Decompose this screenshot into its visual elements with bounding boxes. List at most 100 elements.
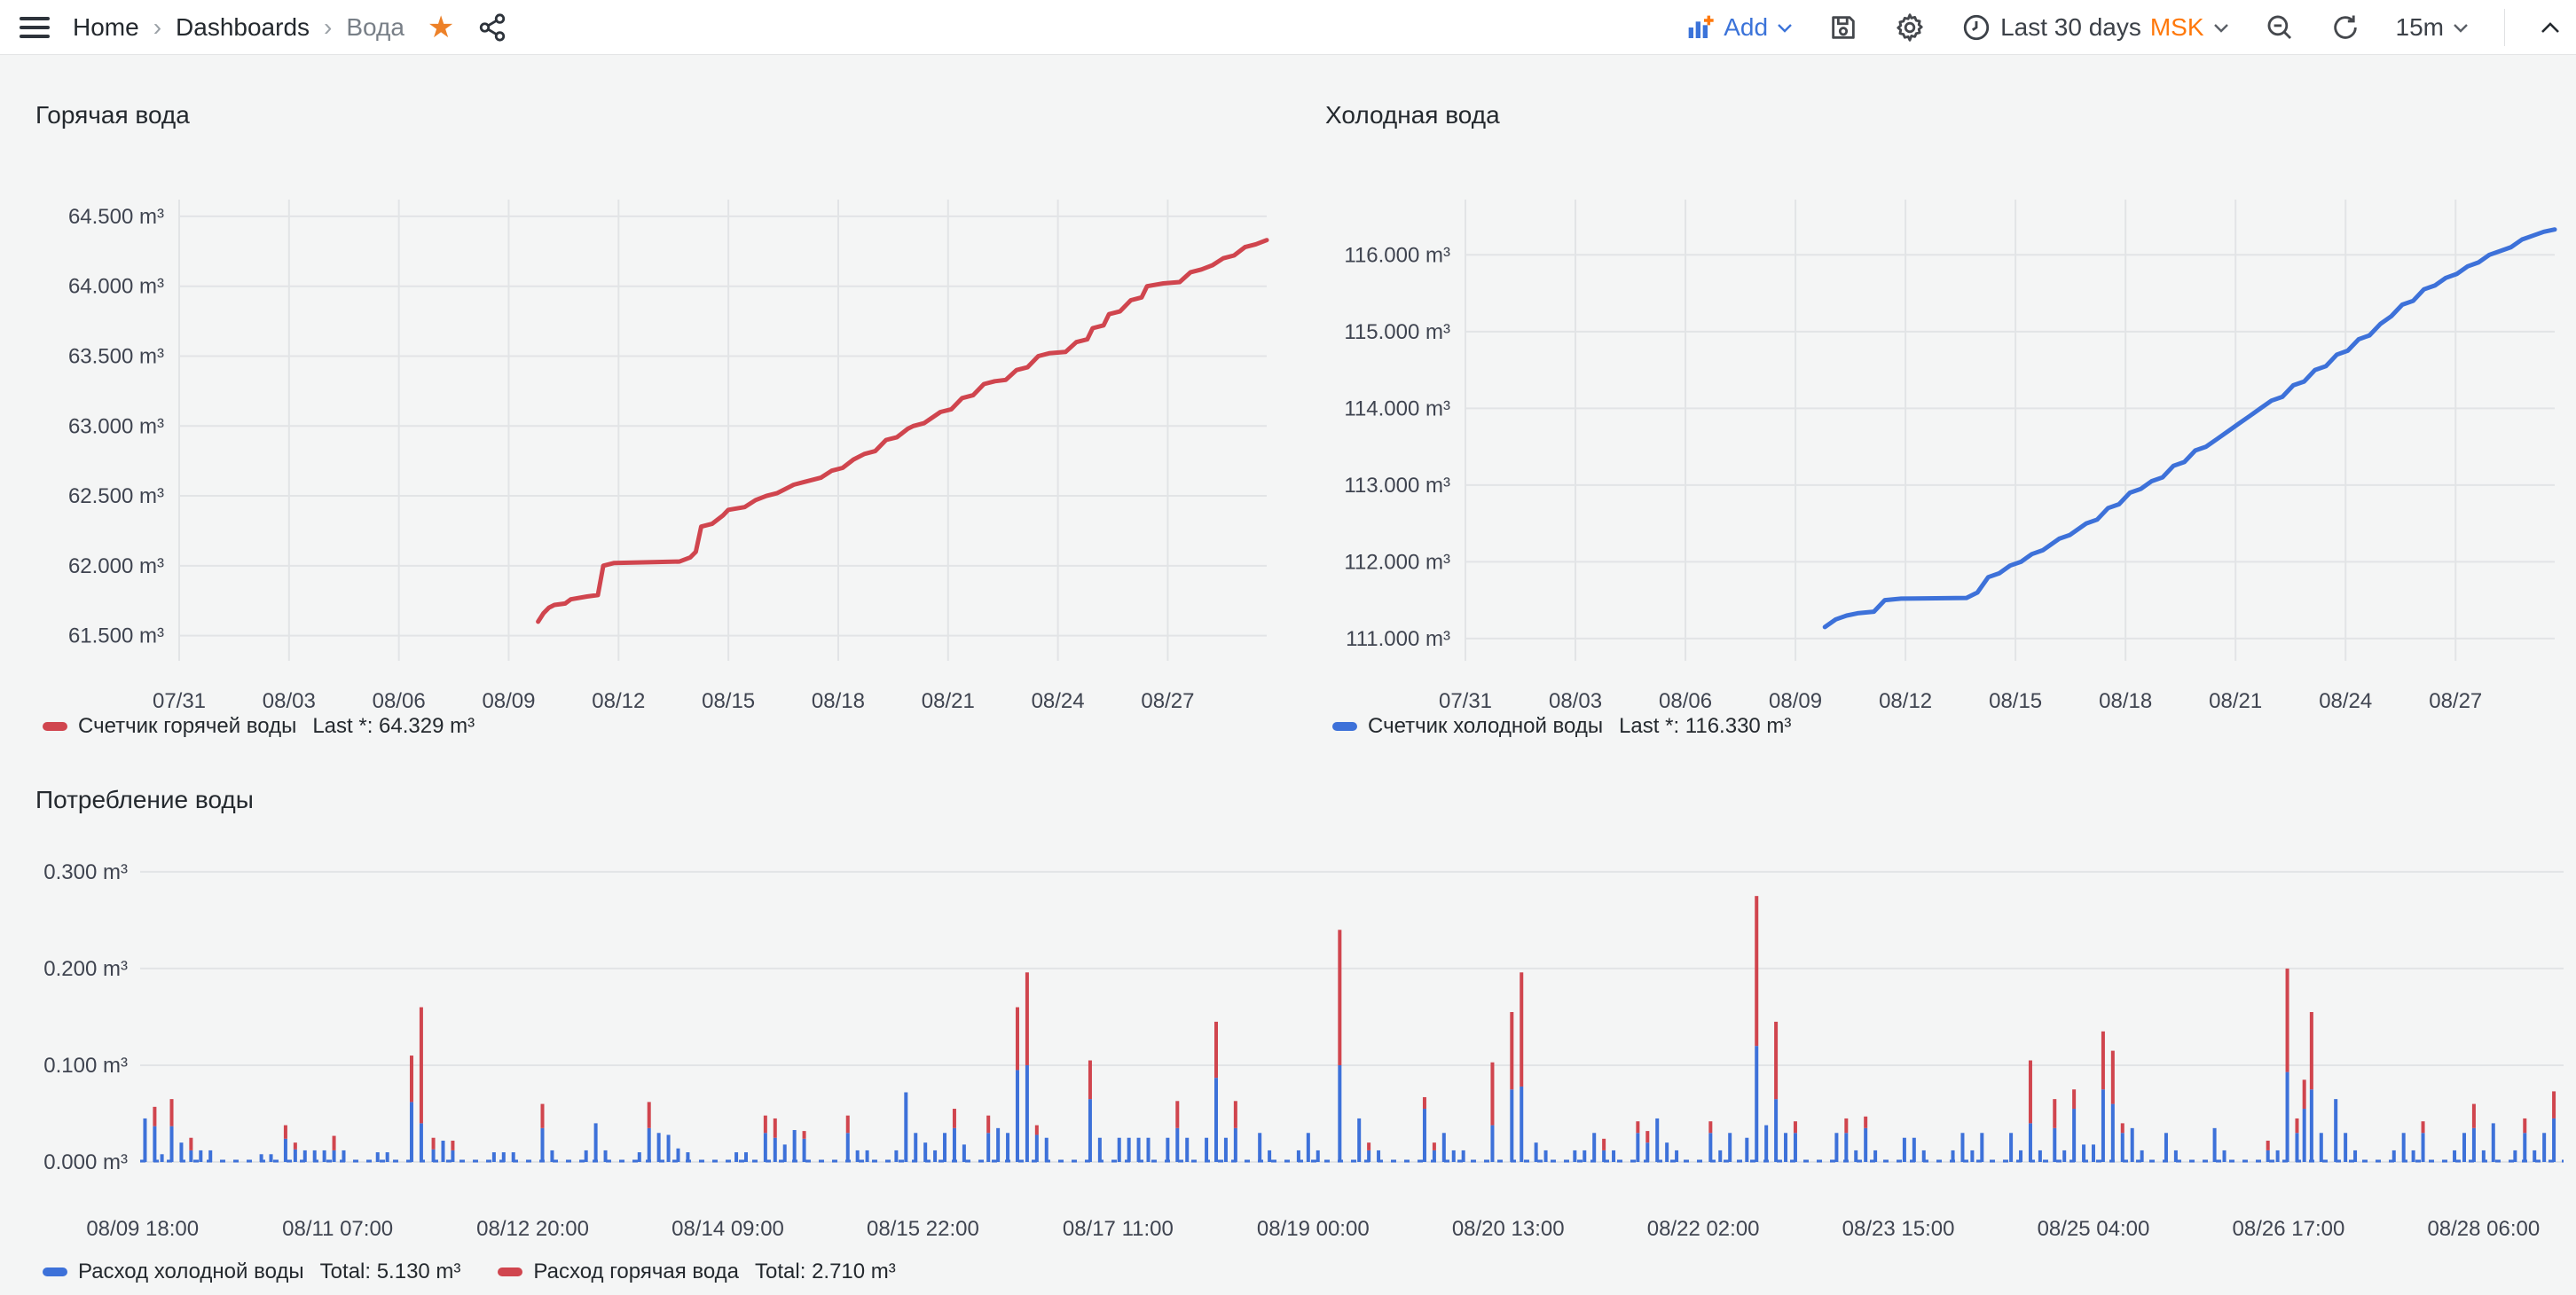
- cold-water-chart[interactable]: 07/31 08/03 08/06 08/09 08/12 08/15 08/18 08/21…: [1311, 89, 2564, 763]
- x-tick-label: 08/26 17:00: [2233, 1217, 2345, 1241]
- x-tick-label: 08/09: [482, 689, 535, 713]
- bar-cold: [1377, 1150, 1381, 1162]
- share-button[interactable]: [477, 12, 507, 43]
- menu-button[interactable]: [20, 16, 50, 38]
- bar-cold: [584, 1150, 588, 1162]
- refresh-interval-label: 15m: [2395, 12, 2444, 41]
- legend-consumption: Расход холодной воды Total: 5.130 m³ Рас…: [43, 1257, 896, 1287]
- y-tick-label: 0.100 m³: [43, 1054, 128, 1078]
- zoom-out-icon: [2267, 15, 2291, 39]
- bar-cold: [1006, 1133, 1010, 1162]
- dashboard-settings-button[interactable]: [1894, 12, 1926, 43]
- panel-title-cold[interactable]: Холодная вода: [1325, 101, 1500, 129]
- y-tick-label: 0.000 m³: [43, 1150, 128, 1174]
- bar-cold: [2222, 1150, 2227, 1162]
- bar-hot: [2028, 1060, 2032, 1124]
- bar-cold: [1296, 1150, 1300, 1162]
- bar-hot: [1015, 1007, 1019, 1071]
- collapse-toolbar-button[interactable]: [2541, 21, 2560, 34]
- save-dashboard-button[interactable]: [1828, 12, 1858, 43]
- panel-title-hot[interactable]: Горячая вода: [35, 101, 190, 129]
- y-tick-label: 113.000 m³: [1344, 474, 1450, 498]
- bar-hot: [1175, 1101, 1180, 1128]
- bar-cold: [1960, 1133, 1965, 1162]
- legend-value: Last *: 64.329 m³: [312, 714, 475, 738]
- x-tick-label: 08/15 22:00: [867, 1217, 979, 1241]
- breadcrumb-home[interactable]: Home: [73, 12, 139, 41]
- bar-cold: [1583, 1150, 1587, 1162]
- breadcrumb-current-page: Вода: [346, 12, 404, 41]
- x-tick-label: 08/19 00:00: [1257, 1217, 1370, 1241]
- time-range-picker[interactable]: Last 30 days MSK: [1961, 12, 2228, 43]
- bar-cold: [1510, 1089, 1514, 1162]
- bar-cold: [283, 1138, 287, 1162]
- bar-hot: [1602, 1138, 1606, 1150]
- bar-hot: [1774, 1021, 1779, 1100]
- x-tick-label: 08/21: [2209, 689, 2262, 713]
- bar-cold: [1784, 1133, 1788, 1162]
- bar-hot: [802, 1131, 806, 1139]
- bar-hot: [1636, 1121, 1640, 1134]
- y-tick-label: 62.000 m³: [68, 554, 164, 578]
- bar-cold: [734, 1152, 739, 1162]
- x-tick-label: 08/27: [2429, 689, 2482, 713]
- series-line: [536, 238, 1269, 624]
- bar-hot: [2101, 1031, 2105, 1090]
- bar-cold: [2302, 1109, 2306, 1162]
- consumption-chart[interactable]: 08/09 18:00 08/11 07:00 08/12 20:00 08/14 0…: [21, 773, 2564, 1295]
- add-button-label: Add: [1724, 12, 1769, 41]
- legend-label: Счетчик холодной воды: [1368, 714, 1604, 738]
- bar-cold: [2533, 1150, 2537, 1162]
- y-tick-label: 63.500 m³: [68, 344, 164, 368]
- x-tick-label: 08/22 02:00: [1647, 1217, 1760, 1241]
- breadcrumb-dashboards[interactable]: Dashboards: [176, 12, 310, 41]
- bar-cold: [1088, 1099, 1092, 1162]
- bar-cold: [894, 1150, 899, 1162]
- favorite-star-button[interactable]: ★: [428, 12, 454, 43]
- bar-cold: [2344, 1133, 2348, 1162]
- bar-hot: [283, 1125, 287, 1139]
- x-tick-label: 08/03: [1549, 689, 1602, 713]
- legend-value: Last *: 116.330 m³: [1619, 714, 1792, 738]
- bar-cold: [2471, 1127, 2476, 1162]
- x-tick-label: 08/25 04:00: [2038, 1217, 2150, 1241]
- legend-item-cold-meter[interactable]: Счетчик холодной воды Last *: 116.330 m³: [1332, 714, 1791, 739]
- breadcrumb: Home › Dashboards › Вода: [73, 13, 404, 42]
- bar-cold: [2140, 1150, 2144, 1162]
- breadcrumb-separator: ›: [324, 12, 333, 41]
- bar-cold: [865, 1150, 869, 1162]
- bar-cold: [2513, 1150, 2517, 1162]
- refresh-interval-picker[interactable]: 15m: [2396, 13, 2469, 42]
- bar-cold: [2019, 1150, 2023, 1162]
- series-line: [1822, 227, 2557, 630]
- refresh-button[interactable]: [2330, 12, 2360, 43]
- bar-cold: [419, 1123, 423, 1162]
- bar-hot: [1490, 1062, 1495, 1126]
- bar-hot: [952, 1109, 956, 1128]
- bar-cold: [845, 1133, 850, 1162]
- legend-item-cold-flow[interactable]: Расход холодной воды Total: 5.130 m³: [43, 1260, 460, 1284]
- panel-title-consumption[interactable]: Потребление воды: [35, 786, 254, 813]
- legend-item-hot-meter[interactable]: Счетчик горячей воды Last *: 64.329 m³: [43, 714, 475, 739]
- hot-water-chart[interactable]: 07/31 08/03 08/06 08/09 08/12 08/15 08/18 08/21…: [21, 89, 1276, 763]
- bar-hot: [1422, 1096, 1426, 1110]
- bar-cold: [1422, 1109, 1426, 1162]
- bar-cold: [2391, 1150, 2396, 1162]
- bar-cold: [2053, 1127, 2057, 1162]
- zoom-out-time-button[interactable]: [2265, 12, 2295, 43]
- bar-cold: [2401, 1133, 2406, 1162]
- chevron-down-icon: [2454, 23, 2468, 33]
- x-tick-label: 08/06: [373, 689, 426, 713]
- legend-item-hot-flow[interactable]: Расход горячая вода Total: 2.710 m³: [498, 1260, 896, 1284]
- y-tick-label: 111.000 m³: [1346, 627, 1450, 651]
- bar-cold: [666, 1134, 671, 1162]
- bar-cold: [441, 1141, 445, 1162]
- bar-cold: [1044, 1137, 1048, 1162]
- legend-label: Расход холодной воды: [78, 1260, 304, 1283]
- bar-cold: [1146, 1137, 1151, 1162]
- add-panel-button[interactable]: Add: [1686, 13, 1793, 42]
- bar-cold: [1490, 1125, 1495, 1162]
- bar-cold: [1258, 1133, 1262, 1162]
- bar-cold: [1175, 1127, 1180, 1162]
- bar-hot: [1510, 1011, 1514, 1090]
